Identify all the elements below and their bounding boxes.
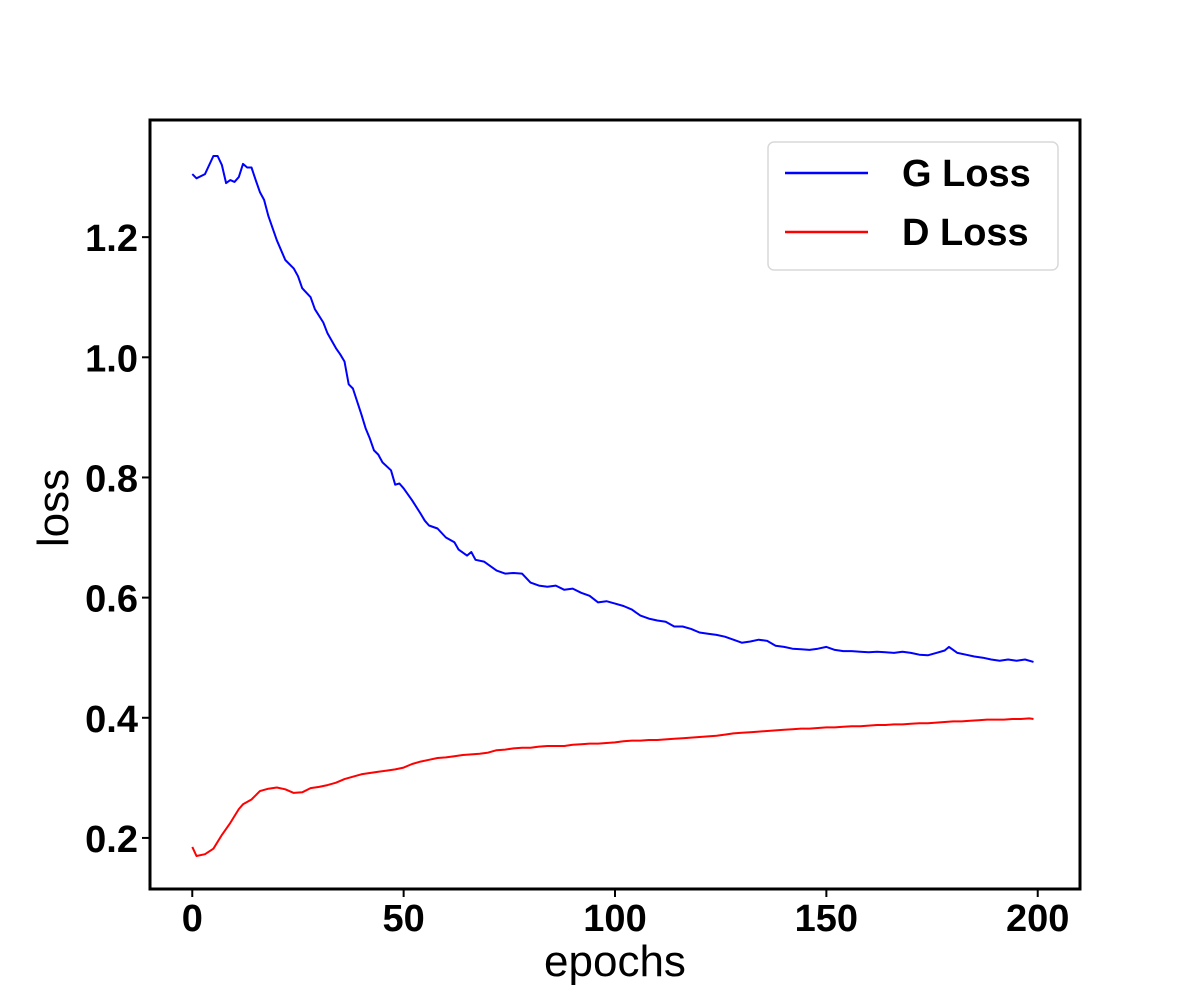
x-axis-label: epochs xyxy=(544,937,686,986)
series-line-d-loss xyxy=(191,717,1034,857)
x-tick-label: 50 xyxy=(382,898,424,940)
series-line-g-loss xyxy=(191,155,1034,663)
x-tick-label: 200 xyxy=(1006,898,1069,940)
y-tick-label: 1.2 xyxy=(85,218,138,260)
legend: G Loss D Loss xyxy=(767,141,1059,271)
y-tick-label: 1.0 xyxy=(85,338,138,380)
y-tick-label: 0.6 xyxy=(85,579,138,621)
x-tick-label: 100 xyxy=(583,898,646,940)
y-axis: 0.2 0.4 0.6 0.8 1.0 1.2 xyxy=(85,218,150,861)
x-axis: 0 50 100 150 200 xyxy=(182,889,1069,940)
series-lines xyxy=(191,155,1034,857)
x-tick-label: 150 xyxy=(795,898,858,940)
y-tick-label: 0.4 xyxy=(85,699,138,741)
legend-label-d-loss: D Loss xyxy=(902,212,1029,254)
y-tick-label: 0.2 xyxy=(85,819,138,861)
y-tick-label: 0.8 xyxy=(85,458,138,500)
x-tick-label: 0 xyxy=(182,898,203,940)
legend-label-g-loss: G Loss xyxy=(902,153,1031,195)
y-axis-label: loss xyxy=(29,469,78,547)
